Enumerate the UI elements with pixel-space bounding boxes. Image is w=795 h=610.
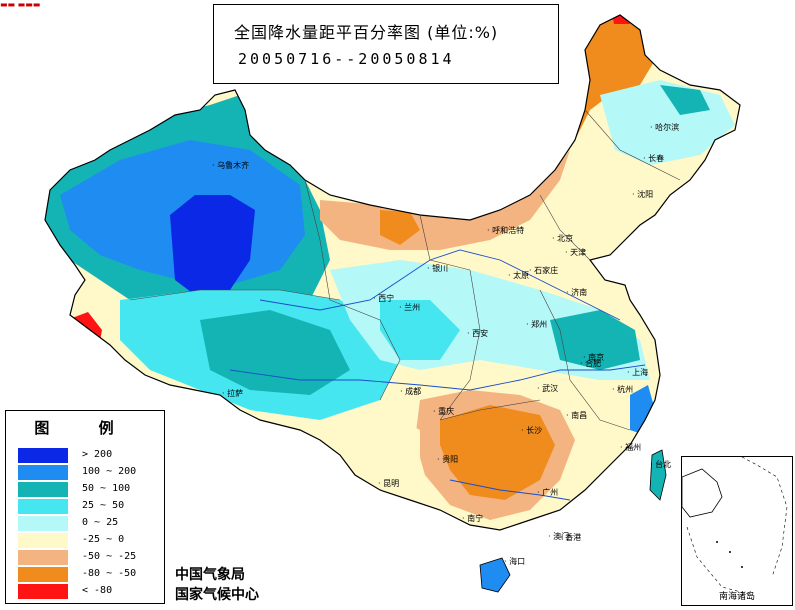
city-label: · 天津 [565,248,587,257]
city-label: · 台北 [650,460,672,469]
legend-swatch [18,499,68,514]
city-label: · 武汉 [537,384,559,393]
city-label: · 兰州 [399,303,421,312]
city-label: · 哈尔滨 [650,123,680,132]
city-label: · 石家庄 [529,266,559,275]
city-label: · 上海 [627,368,649,377]
city-label: · 北京 [552,234,574,243]
city-label: · 郑州 [526,320,548,329]
legend-swatch [18,567,68,582]
city-label: · 银川 [427,264,449,273]
rivers [229,249,646,501]
city-label: · 成都 [400,387,422,396]
city-label: · 海口 [504,557,526,566]
inset-label: 南海诸岛 [718,592,755,602]
legend-label: 50 ~ 100 [82,483,131,494]
city-label: · 太原 [508,271,530,280]
city-label: · 昆明 [378,479,400,488]
city-label: · 重庆 [433,407,455,416]
title-box: 全国降水量距平百分率图 (单位:%) 20050716--20050814 [213,4,559,84]
top-left-mark: ▬▬ ▬▬▬ [0,0,41,9]
agency-line-1: 中国气象局 [175,567,245,583]
legend-title: 图 例 [34,419,136,437]
city-label: · 济南 [566,288,588,297]
city-label: · 长沙 [521,426,543,435]
china-outline [44,14,741,531]
city-label: · 南昌 [566,411,588,420]
city-label: · 拉萨 [222,389,244,398]
city-label: · 香港 [560,533,582,542]
city-label: · 南京 [583,353,605,362]
legend-label: 100 ~ 200 [82,466,137,477]
inset-map [682,457,788,596]
city-label: · 杭州 [612,385,634,394]
city-label: · 西宁 [373,294,395,303]
city-label: · 贵阳 [437,455,459,464]
taiwan-island [649,449,667,501]
map-period: 20050716--20050814 [238,50,455,68]
city-label: · 广州 [537,488,559,497]
city-label: · 合肥 [580,359,602,368]
legend-label: 25 ~ 50 [82,500,125,511]
city-label: · 长春 [643,154,665,163]
map-title: 全国降水量距平百分率图 (单位:%) [234,23,499,42]
legend-swatch [18,584,68,599]
legend-swatch [18,516,68,531]
legend-label: 0 ~ 25 [82,517,119,528]
city-label: · 福州 [620,443,642,452]
legend: 图 例 > 200 100 ~ 200 50 ~ 100 25 ~ 50 0 ~ 25 -… [5,410,165,604]
legend-label: -25 ~ 0 [82,534,125,545]
city-label: · 南宁 [462,514,484,523]
legend-swatch [18,465,68,480]
agency-line-2: 国家气候中心 [175,587,259,603]
legend-swatch [18,482,68,497]
legend-swatch [18,448,68,463]
city-label: · 呼和浩特 [487,226,525,235]
legend-label: > 200 [82,449,113,460]
legend-label: -80 ~ -50 [82,568,137,579]
legend-swatch [18,550,68,565]
city-label: · 澳门 [548,532,570,541]
city-label: · 乌鲁木齐 [212,161,250,170]
legend-label: < -80 [82,585,113,596]
city-label: · 沈阳 [632,190,654,199]
city-label: · 西安 [467,329,489,338]
south-china-sea-inset: 南海诸岛 [681,456,793,606]
hainan-island [479,557,511,593]
legend-swatch [18,533,68,548]
legend-label: -50 ~ -25 [82,551,137,562]
